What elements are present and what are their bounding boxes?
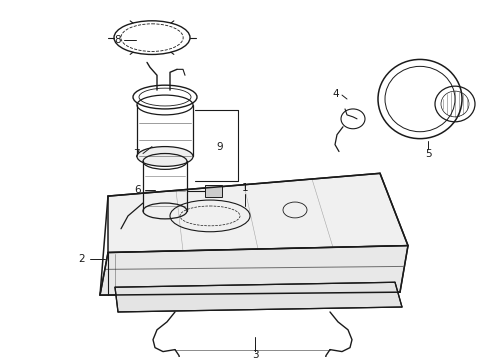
Text: 7: 7 — [133, 149, 139, 158]
Text: 9: 9 — [217, 141, 223, 152]
Text: 1: 1 — [242, 183, 248, 193]
Polygon shape — [100, 246, 408, 295]
Text: 8: 8 — [115, 35, 122, 45]
Text: 6: 6 — [135, 185, 141, 195]
Ellipse shape — [137, 147, 193, 166]
Polygon shape — [205, 185, 222, 197]
Polygon shape — [108, 173, 408, 253]
Text: 2: 2 — [79, 255, 85, 265]
Text: 4: 4 — [333, 89, 339, 99]
Polygon shape — [115, 282, 402, 312]
Text: 3: 3 — [252, 350, 258, 360]
Text: 5: 5 — [425, 149, 431, 158]
